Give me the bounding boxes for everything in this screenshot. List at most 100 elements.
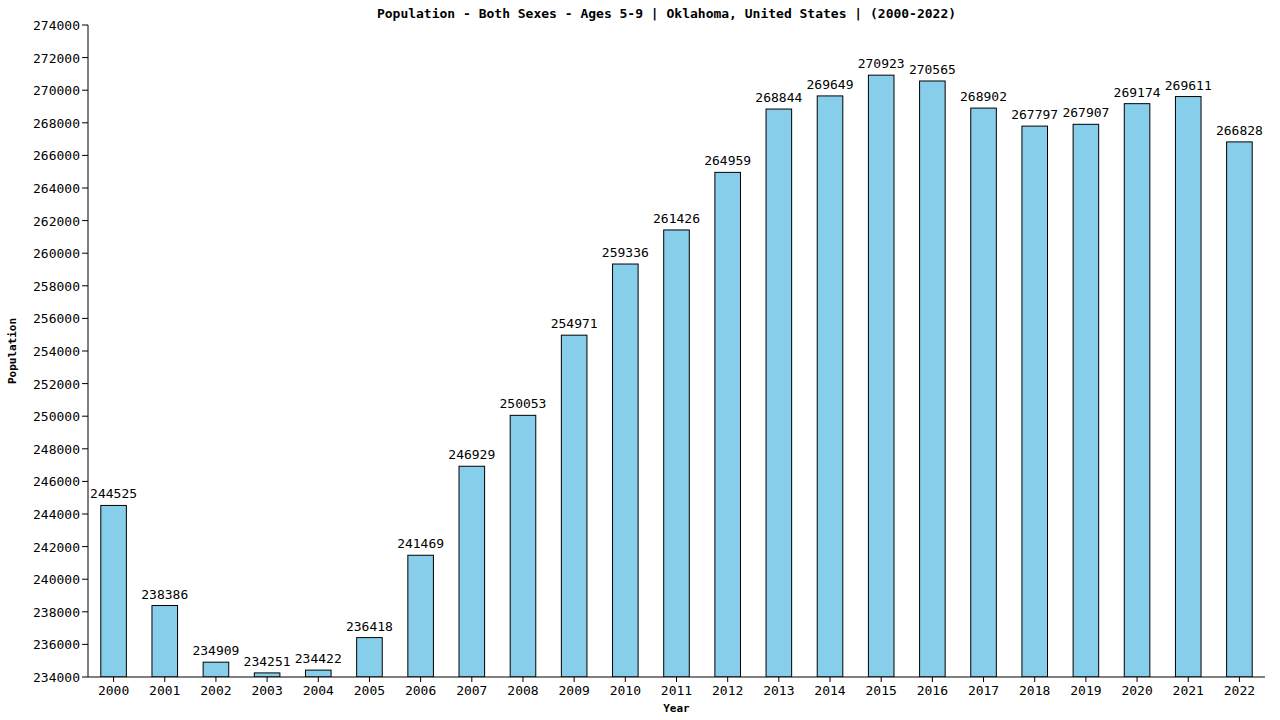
bar <box>408 555 434 677</box>
x-tick-label: 2008 <box>507 683 538 698</box>
x-tick <box>727 677 728 682</box>
bar <box>254 673 280 677</box>
bars <box>101 75 1252 677</box>
bar <box>613 264 639 677</box>
bar <box>203 662 229 677</box>
y-tick-label: 254000 <box>33 344 80 359</box>
bar <box>1124 104 1150 677</box>
bar <box>1227 142 1253 677</box>
bar <box>1022 126 1048 677</box>
x-tick <box>1034 677 1035 682</box>
x-tick-label: 2014 <box>814 683 845 698</box>
x-tick <box>471 677 472 682</box>
bar <box>152 606 178 677</box>
y-tick <box>82 546 88 547</box>
x-tick-label: 2009 <box>558 683 589 698</box>
x-tick <box>113 677 114 682</box>
x-axis <box>88 677 1265 678</box>
y-tick <box>82 383 88 384</box>
y-tick-label: 266000 <box>33 148 80 163</box>
x-tick <box>215 677 216 682</box>
y-tick-label: 272000 <box>33 51 80 66</box>
x-tick <box>932 677 933 682</box>
data-label: 241469 <box>397 536 444 551</box>
x-tick-label: 2017 <box>968 683 999 698</box>
bar <box>101 505 127 677</box>
data-label: 254971 <box>551 316 598 331</box>
y-tick <box>82 448 88 449</box>
x-tick <box>164 677 165 682</box>
bar <box>357 638 383 677</box>
y-tick-label: 252000 <box>33 377 80 392</box>
x-tick-label: 2002 <box>200 683 231 698</box>
data-label: 234909 <box>192 643 239 658</box>
x-axis-label: Year <box>663 702 690 715</box>
data-label: 236418 <box>346 619 393 634</box>
bar <box>920 81 946 677</box>
data-label: 234251 <box>244 654 291 669</box>
data-label: 269649 <box>807 77 854 92</box>
x-tick-label: 2022 <box>1224 683 1255 698</box>
chart: Population - Both Sexes - Ages 5-9 | Okl… <box>0 0 1280 720</box>
y-tick <box>82 122 88 123</box>
data-label: 250053 <box>499 396 546 411</box>
y-tick-label: 260000 <box>33 246 80 261</box>
y-tick-label: 268000 <box>33 116 80 131</box>
x-tick-label: 2015 <box>866 683 897 698</box>
x-tick <box>1137 677 1138 682</box>
x-tick-label: 2007 <box>456 683 487 698</box>
x-tick-label: 2021 <box>1173 683 1204 698</box>
bar <box>561 335 587 677</box>
x-tick <box>830 677 831 682</box>
data-label: 261426 <box>653 211 700 226</box>
bar <box>715 172 741 677</box>
x-tick-label: 2011 <box>661 683 692 698</box>
bar <box>868 75 894 677</box>
y-tick <box>82 514 88 515</box>
data-label: 238386 <box>141 587 188 602</box>
x-tick <box>267 677 268 682</box>
y-tick <box>82 285 88 286</box>
x-tick-label: 2010 <box>610 683 641 698</box>
data-label: 268844 <box>755 90 802 105</box>
data-label: 244525 <box>90 486 137 501</box>
y-tick <box>82 351 88 352</box>
bar <box>971 108 997 677</box>
y-tick-label: 274000 <box>33 18 80 33</box>
y-tick-label: 236000 <box>33 637 80 652</box>
x-tick-label: 2013 <box>763 683 794 698</box>
y-tick <box>82 188 88 189</box>
y-tick <box>82 318 88 319</box>
x-tick <box>625 677 626 682</box>
x-tick-label: 2006 <box>405 683 436 698</box>
data-label: 269174 <box>1114 85 1161 100</box>
y-tick-label: 262000 <box>33 214 80 229</box>
y-tick <box>82 481 88 482</box>
y-tick-label: 240000 <box>33 572 80 587</box>
y-tick-label: 238000 <box>33 605 80 620</box>
y-tick <box>82 416 88 417</box>
bar <box>305 670 331 677</box>
y-tick-label: 246000 <box>33 474 80 489</box>
x-tick-label: 2020 <box>1121 683 1152 698</box>
data-label: 267797 <box>1011 107 1058 122</box>
y-tick <box>82 155 88 156</box>
x-tick <box>522 677 523 682</box>
data-label: 266828 <box>1216 123 1263 138</box>
bar <box>1073 124 1099 677</box>
y-tick <box>82 90 88 91</box>
y-tick-label: 248000 <box>33 442 80 457</box>
data-label: 268902 <box>960 89 1007 104</box>
x-tick-label: 2004 <box>303 683 334 698</box>
x-tick <box>676 677 677 682</box>
y-tick-label: 234000 <box>33 670 80 685</box>
y-tick-label: 264000 <box>33 181 80 196</box>
x-tick <box>1188 677 1189 682</box>
x-tick <box>881 677 882 682</box>
bar <box>510 415 536 677</box>
x-tick <box>318 677 319 682</box>
x-tick-label: 2005 <box>354 683 385 698</box>
x-tick <box>778 677 779 682</box>
y-axis-label: Population <box>6 318 19 384</box>
x-tick-label: 2012 <box>712 683 743 698</box>
